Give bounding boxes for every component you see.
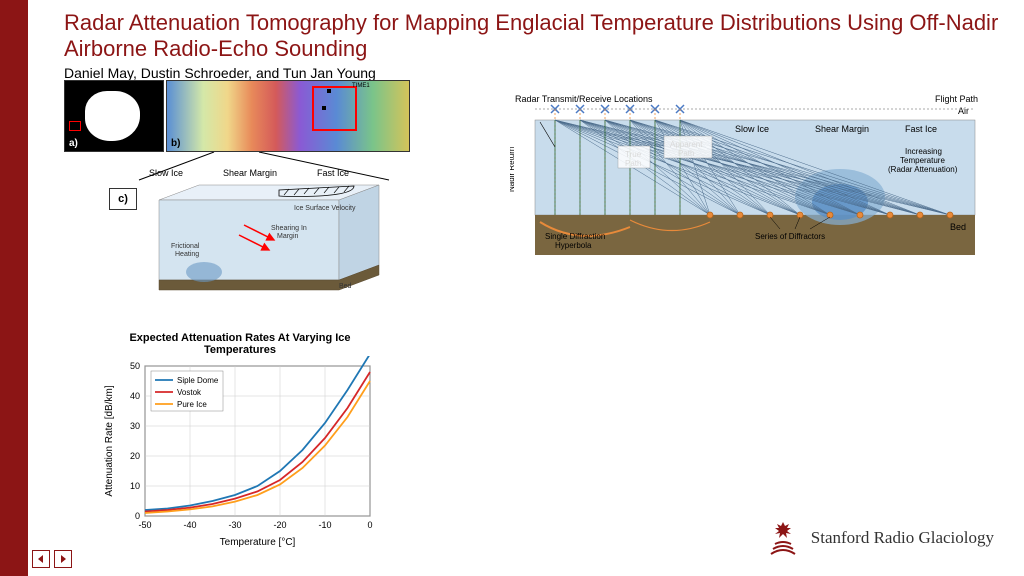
- svg-text:Vostok: Vostok: [177, 388, 202, 397]
- svg-text:Bed: Bed: [339, 283, 352, 290]
- svg-text:Shear Margin: Shear Margin: [815, 124, 869, 134]
- svg-text:Ice Surface Velocity: Ice Surface Velocity: [294, 205, 356, 212]
- svg-text:Shearing In: Shearing In: [271, 225, 307, 232]
- svg-text:Frictional: Frictional: [171, 243, 200, 250]
- svg-text:30: 30: [130, 421, 140, 431]
- svg-text:0: 0: [367, 520, 372, 530]
- prev-button[interactable]: [32, 550, 50, 568]
- logo-text: Stanford Radio Glaciology: [811, 528, 994, 548]
- svg-text:Temperature [°C]: Temperature [°C]: [220, 537, 296, 548]
- svg-text:Nadir Return: Nadir Return: [510, 147, 516, 192]
- svg-text:-30: -30: [228, 520, 241, 530]
- svg-text:20: 20: [130, 451, 140, 461]
- svg-text:Single Diffraction: Single Diffraction: [545, 232, 605, 241]
- map-b: b) TIME1: [166, 80, 410, 152]
- left-accent-bar: [0, 0, 28, 576]
- radar-diagram: Radar Transmit/Receive Locations Flight …: [510, 92, 990, 272]
- svg-text:Radar Transmit/Receive Locatio: Radar Transmit/Receive Locations: [515, 94, 653, 104]
- svg-text:Siple Dome: Siple Dome: [177, 376, 219, 385]
- svg-text:-10: -10: [318, 520, 331, 530]
- map-a: a): [64, 80, 164, 152]
- svg-text:0: 0: [135, 511, 140, 521]
- svg-text:-50: -50: [138, 520, 151, 530]
- svg-text:Air: Air: [958, 106, 969, 116]
- svg-text:10: 10: [130, 481, 140, 491]
- ice-block-3d: Ice Surface Velocity Shearing InMargin F…: [139, 180, 389, 310]
- svg-text:Pure Ice: Pure Ice: [177, 400, 207, 409]
- svg-text:Heating: Heating: [175, 251, 199, 258]
- svg-text:Bed: Bed: [950, 222, 966, 232]
- svg-text:Attenuation Rate [dB/km]: Attenuation Rate [dB/km]: [104, 385, 115, 496]
- logo: Stanford Radio Glaciology: [765, 520, 994, 556]
- authors: Daniel May, Dustin Schroeder, and Tun Ja…: [64, 65, 1014, 81]
- page-title: Radar Attenuation Tomography for Mapping…: [64, 10, 1014, 63]
- figure-left: a) b) TIME1 c) Slow Ice Shear Margin Fas…: [64, 80, 410, 152]
- svg-text:Fast Ice: Fast Ice: [905, 124, 937, 134]
- svg-text:40: 40: [130, 391, 140, 401]
- header: Radar Attenuation Tomography for Mapping…: [64, 10, 1014, 81]
- attenuation-chart: Expected Attenuation Rates At Varying Ic…: [100, 332, 380, 542]
- figure-c: c) Slow Ice Shear Margin Fast Ice Ice Su…: [109, 180, 389, 310]
- next-button[interactable]: [54, 550, 72, 568]
- svg-text:Hyperbola: Hyperbola: [555, 241, 592, 250]
- svg-text:Increasing: Increasing: [905, 147, 942, 156]
- svg-text:Series of Diffractors: Series of Diffractors: [755, 232, 825, 241]
- svg-text:-20: -20: [273, 520, 286, 530]
- svg-text:Slow Ice: Slow Ice: [735, 124, 769, 134]
- svg-text:(Radar Attenuation): (Radar Attenuation): [888, 165, 958, 174]
- svg-text:Temperature: Temperature: [900, 156, 945, 165]
- svg-text:Margin: Margin: [277, 233, 299, 240]
- svg-text:50: 50: [130, 361, 140, 371]
- nav-buttons: [32, 550, 72, 568]
- svg-text:-40: -40: [183, 520, 196, 530]
- svg-text:Flight Path: Flight Path: [935, 94, 978, 104]
- radio-glaciology-icon: [765, 520, 801, 556]
